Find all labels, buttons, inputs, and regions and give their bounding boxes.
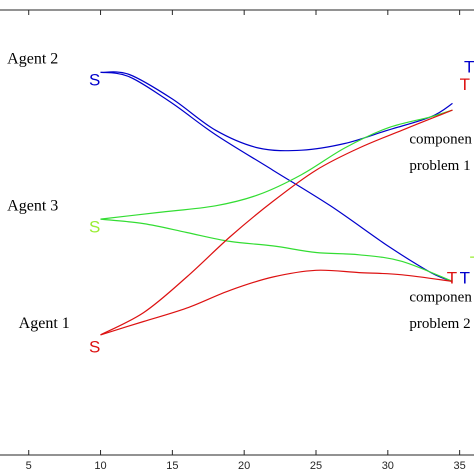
- annotation-3: componen: [409, 289, 472, 305]
- series-layer: [100, 71, 453, 336]
- x-tick-label-15: 15: [166, 460, 178, 472]
- annotation-1: componen: [409, 132, 472, 148]
- trajectory-line-3: [100, 109, 453, 220]
- agent-label-1: Agent 2: [7, 50, 58, 67]
- target-marker-7: T: [470, 253, 474, 272]
- trajectory-line-6: [100, 269, 453, 336]
- x-tick-label-25: 25: [310, 460, 322, 472]
- x-tick-label-35: 35: [454, 460, 466, 472]
- target-marker-8: T: [447, 269, 457, 288]
- start-marker-3: S: [89, 338, 100, 357]
- trajectory-line-1: [100, 71, 453, 282]
- target-marker-5: T: [460, 75, 470, 94]
- annotation-2: problem 1: [409, 158, 470, 174]
- agent-label-3: Agent 1: [19, 315, 70, 332]
- x-axis-ticks: 5 10 15 20 25 30 35: [26, 10, 466, 472]
- x-tick-label-30: 30: [382, 460, 394, 472]
- x-tick-label-20: 20: [238, 460, 250, 472]
- trajectory-line-2: [100, 71, 453, 152]
- start-marker-1: S: [89, 71, 100, 90]
- agent-label-2: Agent 3: [7, 197, 58, 214]
- target-marker-9: T: [460, 269, 470, 288]
- x-tick-label-5: 5: [26, 460, 32, 472]
- start-marker-2: S: [89, 218, 100, 237]
- x-tick-label-10: 10: [94, 460, 106, 472]
- trajectory-line-5: [100, 109, 453, 336]
- trajectory-line-4: [100, 218, 453, 282]
- annotation-4: problem 2: [409, 316, 470, 332]
- target-marker-4: T: [464, 57, 474, 76]
